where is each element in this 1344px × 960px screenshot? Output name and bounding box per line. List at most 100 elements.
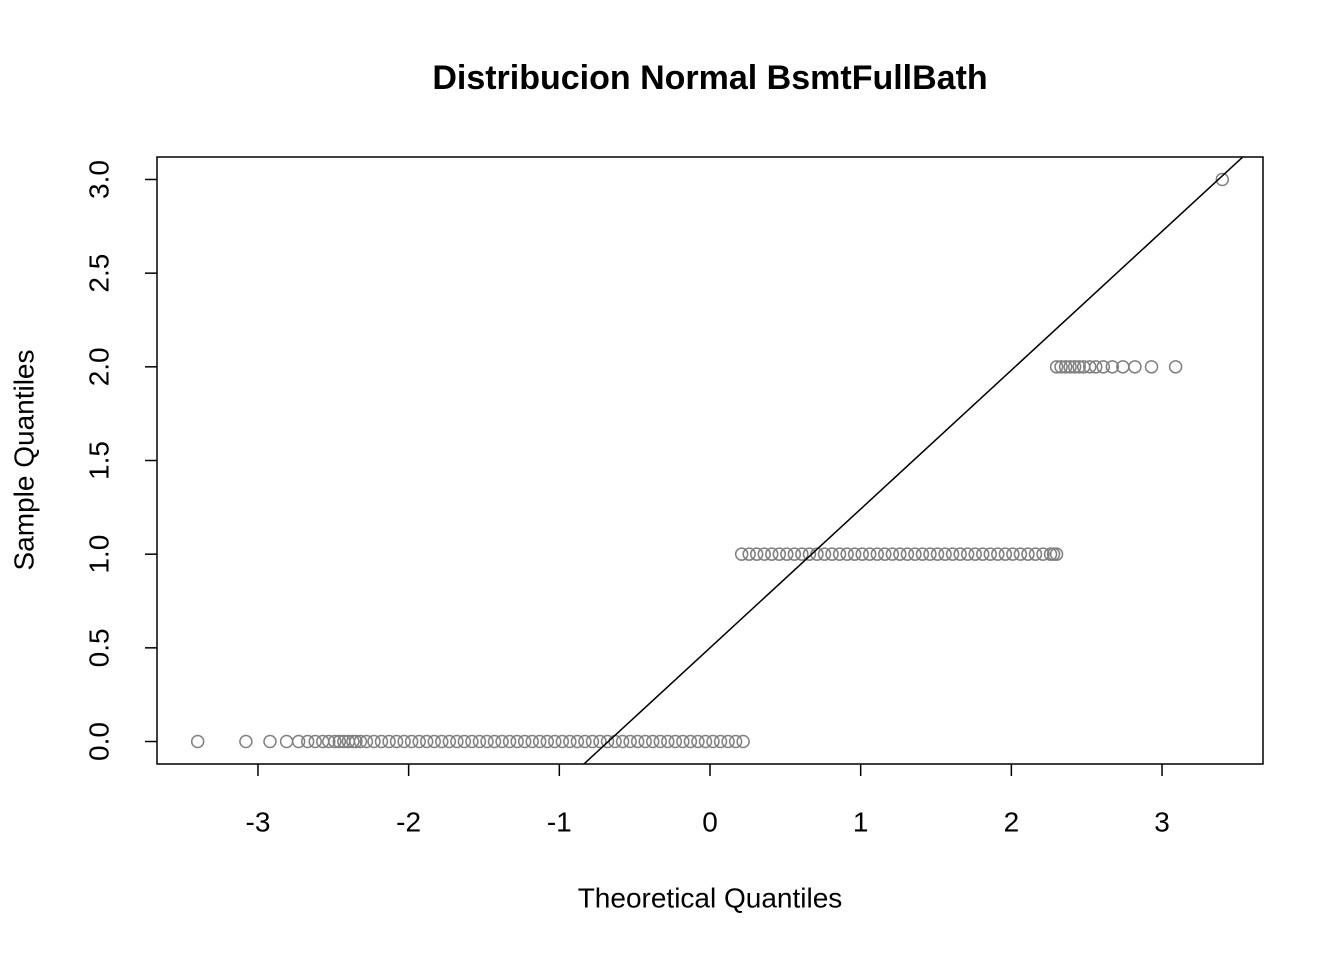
point [322, 734, 336, 749]
x-tick-label: -2 [396, 806, 421, 837]
point [532, 734, 547, 749]
point [706, 734, 720, 749]
point [945, 547, 960, 561]
point [450, 734, 464, 749]
point [397, 734, 411, 749]
x-tick-label: -3 [246, 806, 271, 837]
point [645, 734, 660, 749]
point [359, 734, 374, 749]
point [968, 547, 982, 561]
point [300, 734, 315, 749]
point [734, 547, 749, 561]
point [998, 547, 1013, 561]
point [374, 734, 389, 749]
point [353, 734, 368, 749]
point [1144, 360, 1159, 374]
point [930, 547, 945, 561]
point [878, 547, 892, 561]
point [900, 547, 915, 561]
point [1105, 360, 1120, 374]
point [593, 734, 607, 749]
point [862, 547, 877, 561]
point [1067, 360, 1082, 374]
point [517, 734, 532, 749]
x-tick-label: 1 [853, 806, 869, 837]
point [600, 734, 615, 749]
point [653, 734, 668, 749]
plot-frame [156, 156, 1264, 765]
point [742, 547, 756, 561]
point [382, 734, 396, 749]
point [1128, 360, 1142, 374]
point [983, 547, 998, 561]
point [427, 734, 442, 749]
point [419, 734, 434, 749]
point [825, 547, 839, 561]
point [938, 547, 952, 561]
point [855, 547, 869, 561]
point [457, 734, 472, 749]
point [728, 734, 743, 749]
point [847, 547, 862, 561]
point [630, 734, 645, 749]
point [691, 734, 705, 749]
point [1072, 360, 1086, 374]
point [190, 734, 205, 749]
point [502, 734, 517, 749]
point [1021, 547, 1035, 561]
point [585, 734, 600, 749]
point [279, 734, 294, 749]
point [239, 734, 253, 749]
point [960, 547, 975, 561]
y-tick-label: 1.0 [83, 535, 114, 574]
point [721, 734, 735, 749]
y-tick-label: 2.0 [83, 347, 114, 386]
y-tick-label: 1.5 [83, 441, 114, 480]
point [1049, 547, 1064, 561]
x-tick-label: 2 [1004, 806, 1020, 837]
point [472, 734, 487, 749]
point [1096, 360, 1111, 374]
point [661, 734, 675, 749]
point [1058, 360, 1073, 374]
point [683, 734, 698, 749]
point [1036, 547, 1050, 561]
point [412, 734, 426, 749]
point [765, 547, 779, 561]
point [615, 734, 630, 749]
point [525, 734, 539, 749]
qq-line [582, 157, 1244, 764]
point [1082, 360, 1097, 374]
x-axis-label: Theoretical Quantiles [578, 882, 843, 913]
point [480, 734, 494, 749]
point [893, 547, 907, 561]
point [923, 547, 937, 561]
y-tick-label: 0.5 [83, 628, 114, 667]
point [668, 734, 683, 749]
y-tick-label: 3.0 [83, 160, 114, 199]
point [885, 547, 900, 561]
point [435, 734, 449, 749]
point [1088, 360, 1103, 374]
point [908, 547, 922, 561]
point [780, 547, 794, 561]
point [832, 547, 847, 561]
x-tick-label: 3 [1154, 806, 1170, 837]
point [442, 734, 457, 749]
point [291, 734, 306, 749]
point [953, 547, 967, 561]
point [555, 734, 570, 749]
point [1063, 360, 1077, 374]
point [915, 547, 930, 561]
x-tick-label: 0 [702, 806, 718, 837]
point [495, 734, 509, 749]
point [1168, 360, 1183, 374]
point [1006, 547, 1020, 561]
point [1054, 360, 1068, 374]
point [736, 734, 750, 749]
point [563, 734, 577, 749]
point [540, 734, 555, 749]
point [870, 547, 885, 561]
point [332, 734, 347, 749]
point [263, 734, 277, 749]
